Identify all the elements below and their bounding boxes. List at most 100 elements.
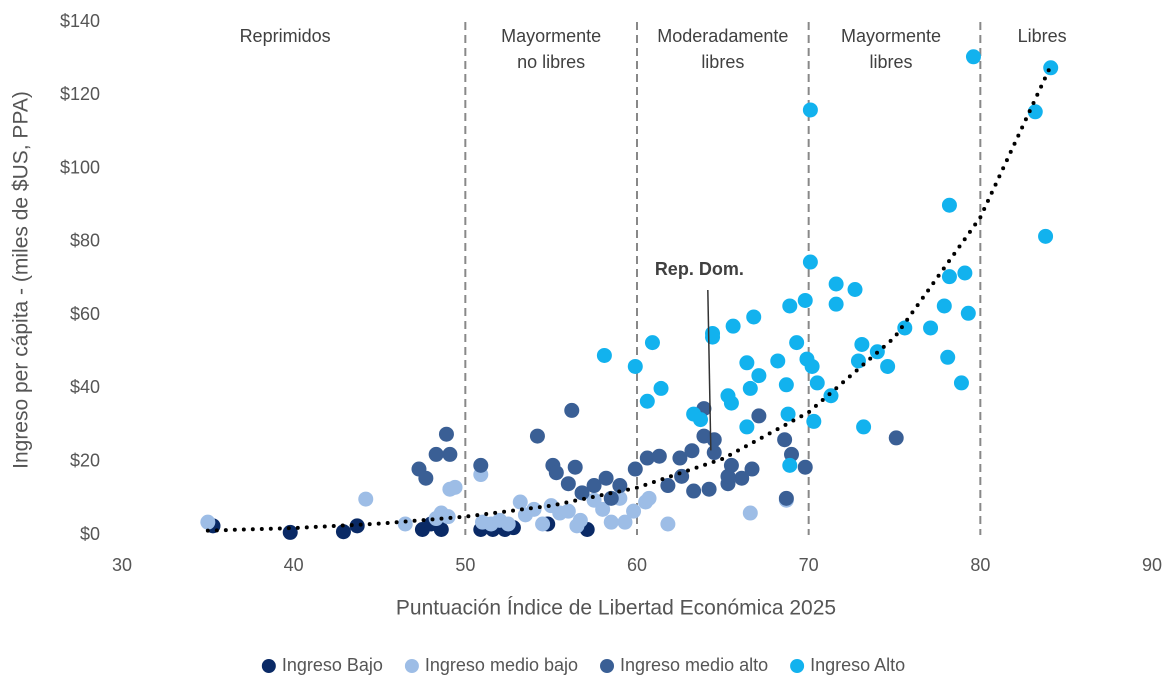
- point: [804, 358, 820, 374]
- y-tick-label: $140: [60, 11, 100, 31]
- point: [349, 518, 365, 534]
- point: [686, 483, 702, 499]
- point: [473, 457, 489, 473]
- point: [965, 49, 981, 65]
- point: [447, 479, 463, 495]
- legend-label: Ingreso Bajo: [282, 655, 383, 675]
- point: [627, 461, 643, 477]
- point: [418, 470, 434, 486]
- point: [358, 491, 374, 507]
- y-axis-title: Ingreso per cápita - (miles de $US, PPA): [10, 91, 33, 469]
- point: [742, 505, 758, 521]
- point: [535, 516, 551, 532]
- point: [500, 516, 516, 532]
- point: [828, 296, 844, 312]
- point: [734, 470, 750, 486]
- point: [739, 419, 755, 435]
- point: [854, 336, 870, 352]
- point: [802, 102, 818, 118]
- point: [572, 512, 588, 528]
- point: [809, 375, 825, 391]
- point: [777, 432, 793, 448]
- point: [746, 309, 762, 325]
- point: [936, 298, 952, 314]
- point: [627, 358, 643, 374]
- legend-marker: [404, 659, 419, 673]
- y-tick-label: $80: [70, 231, 100, 251]
- point: [782, 298, 798, 314]
- point: [789, 335, 805, 351]
- point: [723, 395, 739, 411]
- region-label: libres: [701, 52, 744, 72]
- point: [512, 494, 528, 510]
- point: [428, 446, 444, 462]
- point: [828, 276, 844, 292]
- point: [957, 265, 973, 281]
- y-tick-label: $60: [70, 304, 100, 324]
- point: [847, 281, 863, 297]
- region-label: Mayormente: [501, 26, 601, 46]
- region-label: Moderadamente: [657, 26, 788, 46]
- point: [706, 445, 722, 461]
- point: [1043, 60, 1059, 76]
- point: [586, 478, 602, 494]
- y-tick-label: $0: [80, 524, 100, 544]
- point: [603, 514, 619, 530]
- point: [660, 478, 676, 494]
- point: [701, 481, 717, 497]
- point: [603, 490, 619, 506]
- point: [672, 450, 688, 466]
- point: [739, 355, 755, 371]
- point: [574, 485, 590, 501]
- point: [335, 524, 351, 540]
- point: [598, 470, 614, 486]
- annotation-line: [707, 289, 712, 451]
- point: [797, 292, 813, 308]
- legend-label: Ingreso medio alto: [620, 655, 768, 675]
- point: [888, 430, 904, 446]
- region-label: Libres: [1018, 26, 1067, 46]
- point: [782, 457, 798, 473]
- point: [639, 393, 655, 409]
- point: [639, 450, 655, 466]
- point: [823, 388, 839, 404]
- point: [282, 524, 298, 540]
- point: [397, 516, 413, 532]
- point: [653, 380, 669, 396]
- legend-label: Ingreso medio bajo: [425, 655, 578, 675]
- point: [941, 197, 957, 213]
- point: [856, 419, 872, 435]
- region-label: libres: [870, 52, 913, 72]
- region-label: no libres: [517, 52, 585, 72]
- x-tick-label: 60: [627, 555, 647, 575]
- y-tick-label: $20: [70, 450, 100, 470]
- point: [693, 412, 709, 428]
- point: [720, 468, 736, 484]
- point: [548, 465, 564, 481]
- point: [923, 320, 939, 336]
- point: [897, 320, 913, 336]
- trend-line: [205, 67, 1051, 533]
- x-tick-label: 40: [284, 555, 304, 575]
- point: [626, 503, 642, 519]
- region-label: Mayormente: [841, 26, 941, 46]
- legend-marker: [790, 659, 805, 673]
- x-tick-label: 80: [970, 555, 990, 575]
- point: [644, 335, 660, 351]
- point: [953, 375, 969, 391]
- point: [684, 443, 700, 459]
- point: [596, 347, 612, 363]
- point: [797, 459, 813, 475]
- point: [784, 446, 799, 462]
- point: [660, 516, 676, 532]
- point: [651, 448, 667, 464]
- point: [940, 349, 956, 365]
- point: [725, 318, 741, 334]
- legend: Ingreso Bajo Ingreso medio bajo Ingreso me…: [261, 655, 905, 675]
- point: [595, 501, 611, 517]
- point: [744, 461, 760, 477]
- point: [802, 254, 818, 270]
- point: [560, 476, 576, 492]
- annotation-text: Rep. Dom.: [655, 259, 744, 279]
